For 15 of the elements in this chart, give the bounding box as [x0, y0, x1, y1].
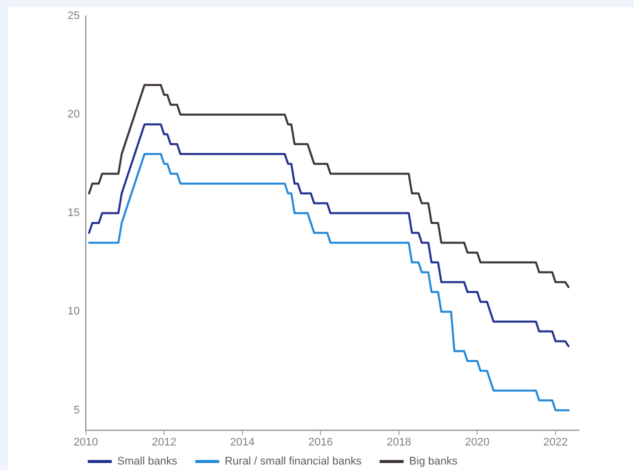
x-tick-label: 2018	[386, 436, 412, 449]
y-tick-label: 5	[74, 404, 80, 416]
x-tick-label: 2020	[464, 436, 490, 449]
x-tick-label: 2012	[152, 436, 176, 449]
y-tick-label: 20	[68, 108, 80, 121]
legend-label: Rural / small financial banks	[224, 456, 362, 468]
x-tick-label: 2014	[230, 436, 255, 449]
x-tick-label: 2010	[74, 436, 98, 449]
x-tick-label: 2016	[308, 436, 333, 449]
legend-label: Small banks	[117, 456, 178, 468]
x-tick-label: 2022	[543, 436, 568, 449]
y-tick-label: 15	[68, 207, 80, 220]
legend-label: Big banks	[409, 456, 458, 468]
y-tick-label: 10	[68, 306, 80, 318]
y-tick-label: 25	[68, 10, 80, 22]
